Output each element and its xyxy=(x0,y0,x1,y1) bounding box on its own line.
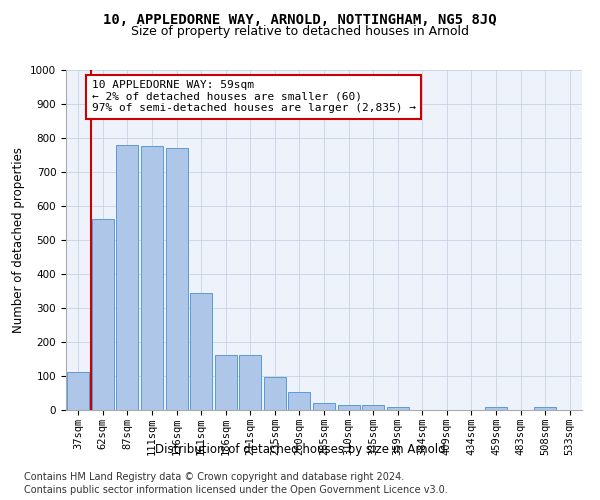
Bar xyxy=(362,405,384,410)
Y-axis label: Number of detached properties: Number of detached properties xyxy=(11,147,25,333)
Text: 10 APPLEDORNE WAY: 59sqm
← 2% of detached houses are smaller (60)
97% of semi-de: 10 APPLEDORNE WAY: 59sqm ← 2% of detache… xyxy=(92,80,416,114)
Bar xyxy=(190,294,212,410)
Bar xyxy=(386,406,409,410)
Bar xyxy=(289,392,310,410)
Bar xyxy=(67,372,89,410)
Text: 10, APPLEDORNE WAY, ARNOLD, NOTTINGHAM, NG5 8JQ: 10, APPLEDORNE WAY, ARNOLD, NOTTINGHAM, … xyxy=(103,12,497,26)
Text: Distribution of detached houses by size in Arnold: Distribution of detached houses by size … xyxy=(155,442,445,456)
Bar xyxy=(166,148,188,410)
Bar xyxy=(141,146,163,410)
Text: Size of property relative to detached houses in Arnold: Size of property relative to detached ho… xyxy=(131,25,469,38)
Bar xyxy=(313,403,335,410)
Bar xyxy=(92,219,114,410)
Bar xyxy=(239,354,262,410)
Bar xyxy=(116,145,139,410)
Bar xyxy=(534,406,556,410)
Bar xyxy=(264,377,286,410)
Text: Contains HM Land Registry data © Crown copyright and database right 2024.: Contains HM Land Registry data © Crown c… xyxy=(24,472,404,482)
Bar xyxy=(485,406,507,410)
Bar xyxy=(215,354,237,410)
Text: Contains public sector information licensed under the Open Government Licence v3: Contains public sector information licen… xyxy=(24,485,448,495)
Bar xyxy=(338,405,359,410)
